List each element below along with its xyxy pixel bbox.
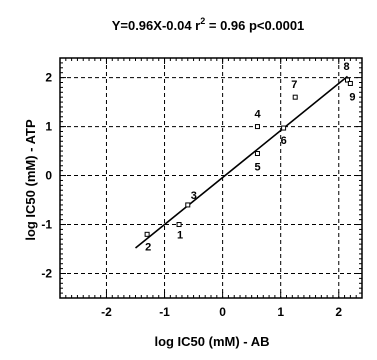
chart-title-suffix: = 0.96 p<0.0001 [205,18,304,33]
x-axis-label: log IC50 (mM) - AB [154,334,269,349]
data-points [144,77,353,237]
data-point-7 [292,94,298,100]
point-label-2: 2 [145,241,151,253]
axis-ticks [59,57,363,299]
chart-title-prefix: Y=0.96X-0.04 r [112,18,201,33]
data-point-2 [144,231,150,237]
grid-lines [60,58,362,298]
y-tick-label-4: 2 [45,71,52,85]
tick-labels: -2 -1 0 1 2 -2 -1 0 1 2 [41,71,342,319]
chart-title-superscript: 2 [200,16,205,26]
y-tick-label-3: 1 [45,120,52,134]
x-tick-label-4: 2 [335,305,342,319]
data-point-6 [281,125,287,131]
x-tick-label-1: -1 [159,305,170,319]
plot-frame [59,57,363,299]
point-labels: 1 2 3 4 5 6 7 8 9 [145,61,355,253]
regression-line [134,75,348,249]
point-label-8: 8 [343,61,349,73]
data-point-5 [254,151,260,157]
chart-title: Y=0.96X-0.04 r2 = 0.96 p<0.0001 [112,16,305,33]
point-label-4: 4 [254,109,261,121]
y-tick-label-0: -2 [41,267,52,281]
point-label-3: 3 [191,190,197,202]
y-tick-label-2: 0 [45,169,52,183]
x-tick-label-0: -2 [101,305,112,319]
data-point-8 [344,77,350,83]
point-label-5: 5 [254,162,260,174]
x-tick-label-3: 1 [277,305,284,319]
x-tick-label-2: 0 [219,305,226,319]
point-label-7: 7 [291,79,297,91]
data-point-3 [185,202,191,208]
data-point-1 [176,222,182,228]
y-tick-label-1: -1 [41,218,52,232]
data-point-9 [347,80,353,86]
data-point-4 [254,124,260,130]
y-axis-label: log IC50 (mM) - ATP [23,119,38,241]
point-label-6: 6 [281,135,287,147]
point-label-9: 9 [349,91,355,103]
point-label-1: 1 [177,230,183,242]
